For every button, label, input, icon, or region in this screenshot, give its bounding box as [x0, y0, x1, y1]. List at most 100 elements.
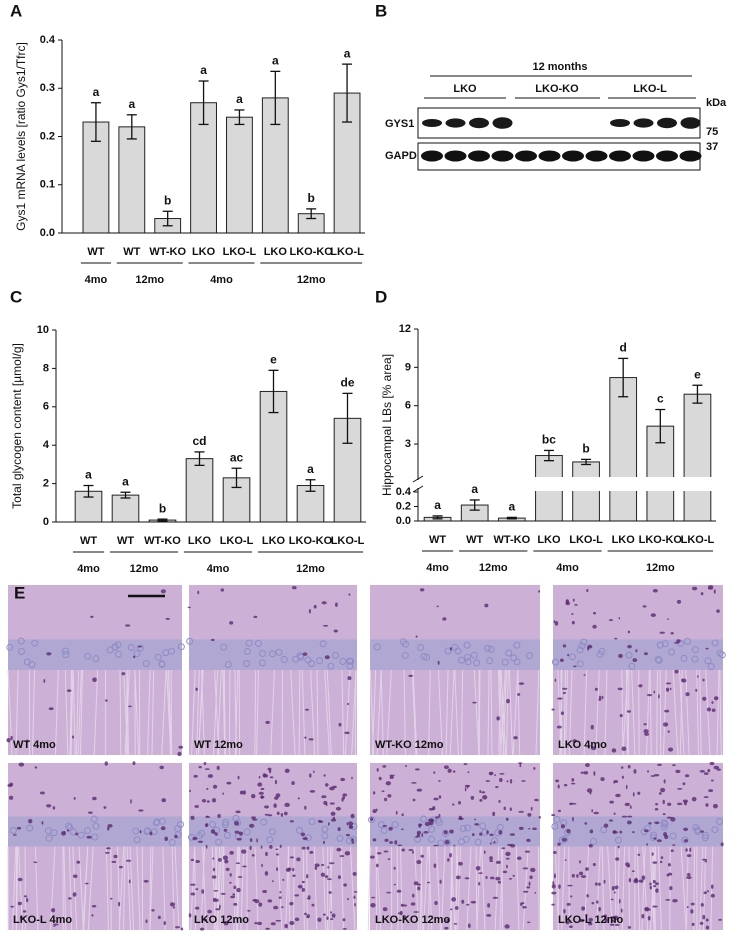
inclusion [615, 857, 620, 861]
inclusion [372, 838, 377, 842]
significance-letter: a [344, 46, 351, 60]
inclusion [302, 652, 308, 656]
inclusion [313, 604, 317, 609]
inclusion [344, 851, 351, 856]
fiber [428, 669, 431, 756]
y-tick-label: 4 [43, 439, 50, 451]
inclusion [438, 795, 442, 799]
neuron [656, 641, 664, 649]
inclusion [172, 906, 175, 909]
neuron [319, 640, 327, 648]
inclusion [26, 897, 29, 903]
neuron [576, 646, 584, 654]
inclusion [321, 863, 325, 867]
inclusion [347, 676, 352, 681]
inclusion [300, 832, 306, 837]
inclusion [642, 605, 647, 608]
inclusion [256, 921, 263, 926]
inclusion [626, 820, 632, 825]
inclusion [467, 771, 470, 774]
fiber [646, 669, 650, 756]
inclusion [617, 687, 623, 691]
inclusion [713, 589, 716, 594]
inclusion [444, 926, 449, 930]
fiber [403, 669, 406, 756]
neuron [661, 640, 669, 648]
inclusion [664, 709, 670, 713]
inclusion [372, 809, 377, 814]
inclusion [314, 863, 320, 868]
inclusion [633, 769, 637, 774]
inclusion [229, 881, 232, 884]
inclusion [449, 853, 452, 858]
inclusion [647, 770, 650, 773]
inclusion [641, 913, 645, 919]
fiber [7, 669, 13, 756]
inclusion [233, 885, 237, 890]
inclusion [212, 857, 215, 860]
neuron [464, 653, 472, 661]
inclusion [275, 848, 279, 851]
neuron [243, 660, 251, 668]
inclusion [507, 843, 513, 847]
inclusion [613, 812, 616, 815]
fiber [12, 846, 17, 931]
inclusion [685, 692, 690, 697]
inclusion [705, 925, 710, 930]
neuron [114, 650, 122, 658]
fiber [136, 846, 141, 931]
inclusion [194, 805, 199, 808]
inclusion [619, 714, 623, 718]
significance-letter: d [620, 341, 627, 355]
inclusion [323, 774, 326, 777]
neuron [295, 826, 303, 834]
fiber [202, 846, 207, 931]
inclusion [294, 894, 300, 897]
inclusion [328, 862, 335, 865]
fiber [380, 669, 384, 756]
inclusion [289, 820, 294, 823]
inclusion [348, 593, 351, 596]
inclusion [413, 881, 419, 886]
inclusion [132, 655, 136, 659]
inclusion [672, 844, 676, 846]
inclusion [85, 882, 89, 885]
inclusion [230, 895, 236, 899]
inclusion [443, 830, 448, 835]
inclusion [163, 921, 166, 926]
inclusion [66, 689, 72, 692]
blot-band [538, 150, 561, 162]
inclusion [603, 879, 606, 884]
fiber [649, 846, 656, 931]
blot-unit: kDa [706, 97, 727, 109]
inclusion [384, 838, 389, 842]
neuron [127, 644, 135, 652]
fiber [716, 669, 720, 756]
inclusion [236, 887, 241, 893]
fiber [557, 669, 562, 756]
neuron [463, 641, 471, 649]
fiber [450, 846, 456, 931]
x-tick-label: LKO-L [569, 534, 603, 546]
inclusion [458, 800, 461, 805]
inclusion [670, 817, 676, 822]
fiber [719, 669, 722, 756]
bar [226, 116, 253, 234]
fiber [412, 669, 418, 756]
inclusion [702, 696, 707, 701]
inclusion [110, 897, 113, 900]
fiber [270, 669, 275, 756]
inclusion [472, 701, 477, 704]
inclusion [330, 918, 334, 921]
inclusion [556, 725, 562, 729]
inclusion [397, 912, 403, 915]
inclusion [28, 819, 33, 824]
inclusion [666, 873, 670, 877]
inclusion [212, 867, 216, 872]
fiber [685, 669, 690, 756]
inclusion [251, 793, 256, 799]
fiber [604, 669, 608, 756]
inclusion [251, 853, 255, 857]
neuron [486, 657, 494, 665]
inclusion [444, 839, 450, 845]
